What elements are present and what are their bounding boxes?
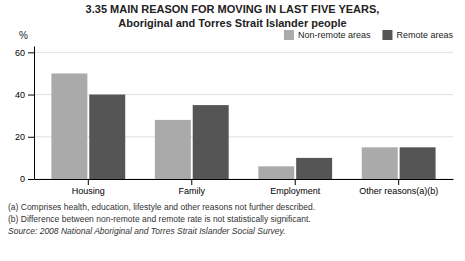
y-tick: 0 <box>20 174 34 184</box>
legend-swatch <box>382 30 392 40</box>
subtitle: Aboriginal and Torres Strait Islander pe… <box>118 17 346 29</box>
x-axis: Housing Family Employment Other reasons(a)(… <box>35 179 454 196</box>
legend-label: Non-remote areas <box>298 30 371 40</box>
y-tick: 60 <box>15 48 34 58</box>
x-axis-line <box>35 179 454 180</box>
grid <box>34 52 453 179</box>
legend: Non-remote areas Remote areas <box>284 30 454 40</box>
x-tick-label: Employment <box>270 186 321 196</box>
y-tick-mark <box>28 52 34 53</box>
annotation: (a) Comprises health, education, lifesty… <box>8 202 315 212</box>
y-axis: 0 20 40 60 <box>15 47 35 185</box>
bar-series <box>89 95 435 179</box>
chart: 3.35 MAIN REASON FOR MOVING IN LAST FIVE… <box>0 0 465 261</box>
title: 3.35 MAIN REASON FOR MOVING IN LAST FIVE… <box>86 3 380 15</box>
legend-label: Remote areas <box>396 30 453 40</box>
x-tick-mark <box>191 179 192 185</box>
bars <box>51 73 435 179</box>
x-tick: Other reasons(a)(b) <box>359 179 438 196</box>
x-tick-mark <box>295 179 296 185</box>
x-tick-label: Other reasons(a)(b) <box>359 186 438 196</box>
x-tick: Housing <box>72 179 105 196</box>
x-tick-mark <box>88 179 89 185</box>
bar <box>296 158 332 179</box>
y-tick-label: 40 <box>15 90 25 100</box>
annotation: (b) Difference between non-remote and re… <box>8 214 311 224</box>
x-tick: Employment <box>270 179 321 196</box>
y-tick: 40 <box>15 90 34 100</box>
bar <box>362 147 398 179</box>
bar <box>51 73 87 179</box>
y-axis-title: % <box>19 30 28 41</box>
bar <box>89 95 125 179</box>
grid-line <box>34 52 453 53</box>
bar <box>155 120 191 179</box>
bar <box>193 105 229 179</box>
y-tick-label: 0 <box>20 174 25 184</box>
x-tick-label: Housing <box>72 186 105 196</box>
y-tick-mark <box>28 179 34 180</box>
legend-item: Remote areas <box>382 30 453 40</box>
y-axis-line <box>34 47 35 180</box>
y-tick-label: 20 <box>15 132 25 142</box>
plot: 0 20 40 60 Housing Family Employment Other reas… <box>15 47 454 197</box>
x-tick: Family <box>179 179 206 196</box>
bar <box>258 166 294 179</box>
bar <box>400 147 436 179</box>
annotation: Source: 2008 National Aboriginal and Tor… <box>8 226 286 236</box>
y-tick-mark <box>28 95 34 96</box>
legend-swatch <box>284 30 294 40</box>
x-tick-label: Family <box>179 186 206 196</box>
y-tick: 20 <box>15 132 34 142</box>
y-tick-mark <box>28 137 34 138</box>
legend-item: Non-remote areas <box>284 30 371 40</box>
x-tick-mark <box>398 179 399 185</box>
bar-series <box>51 73 397 179</box>
y-tick-label: 60 <box>15 48 25 58</box>
